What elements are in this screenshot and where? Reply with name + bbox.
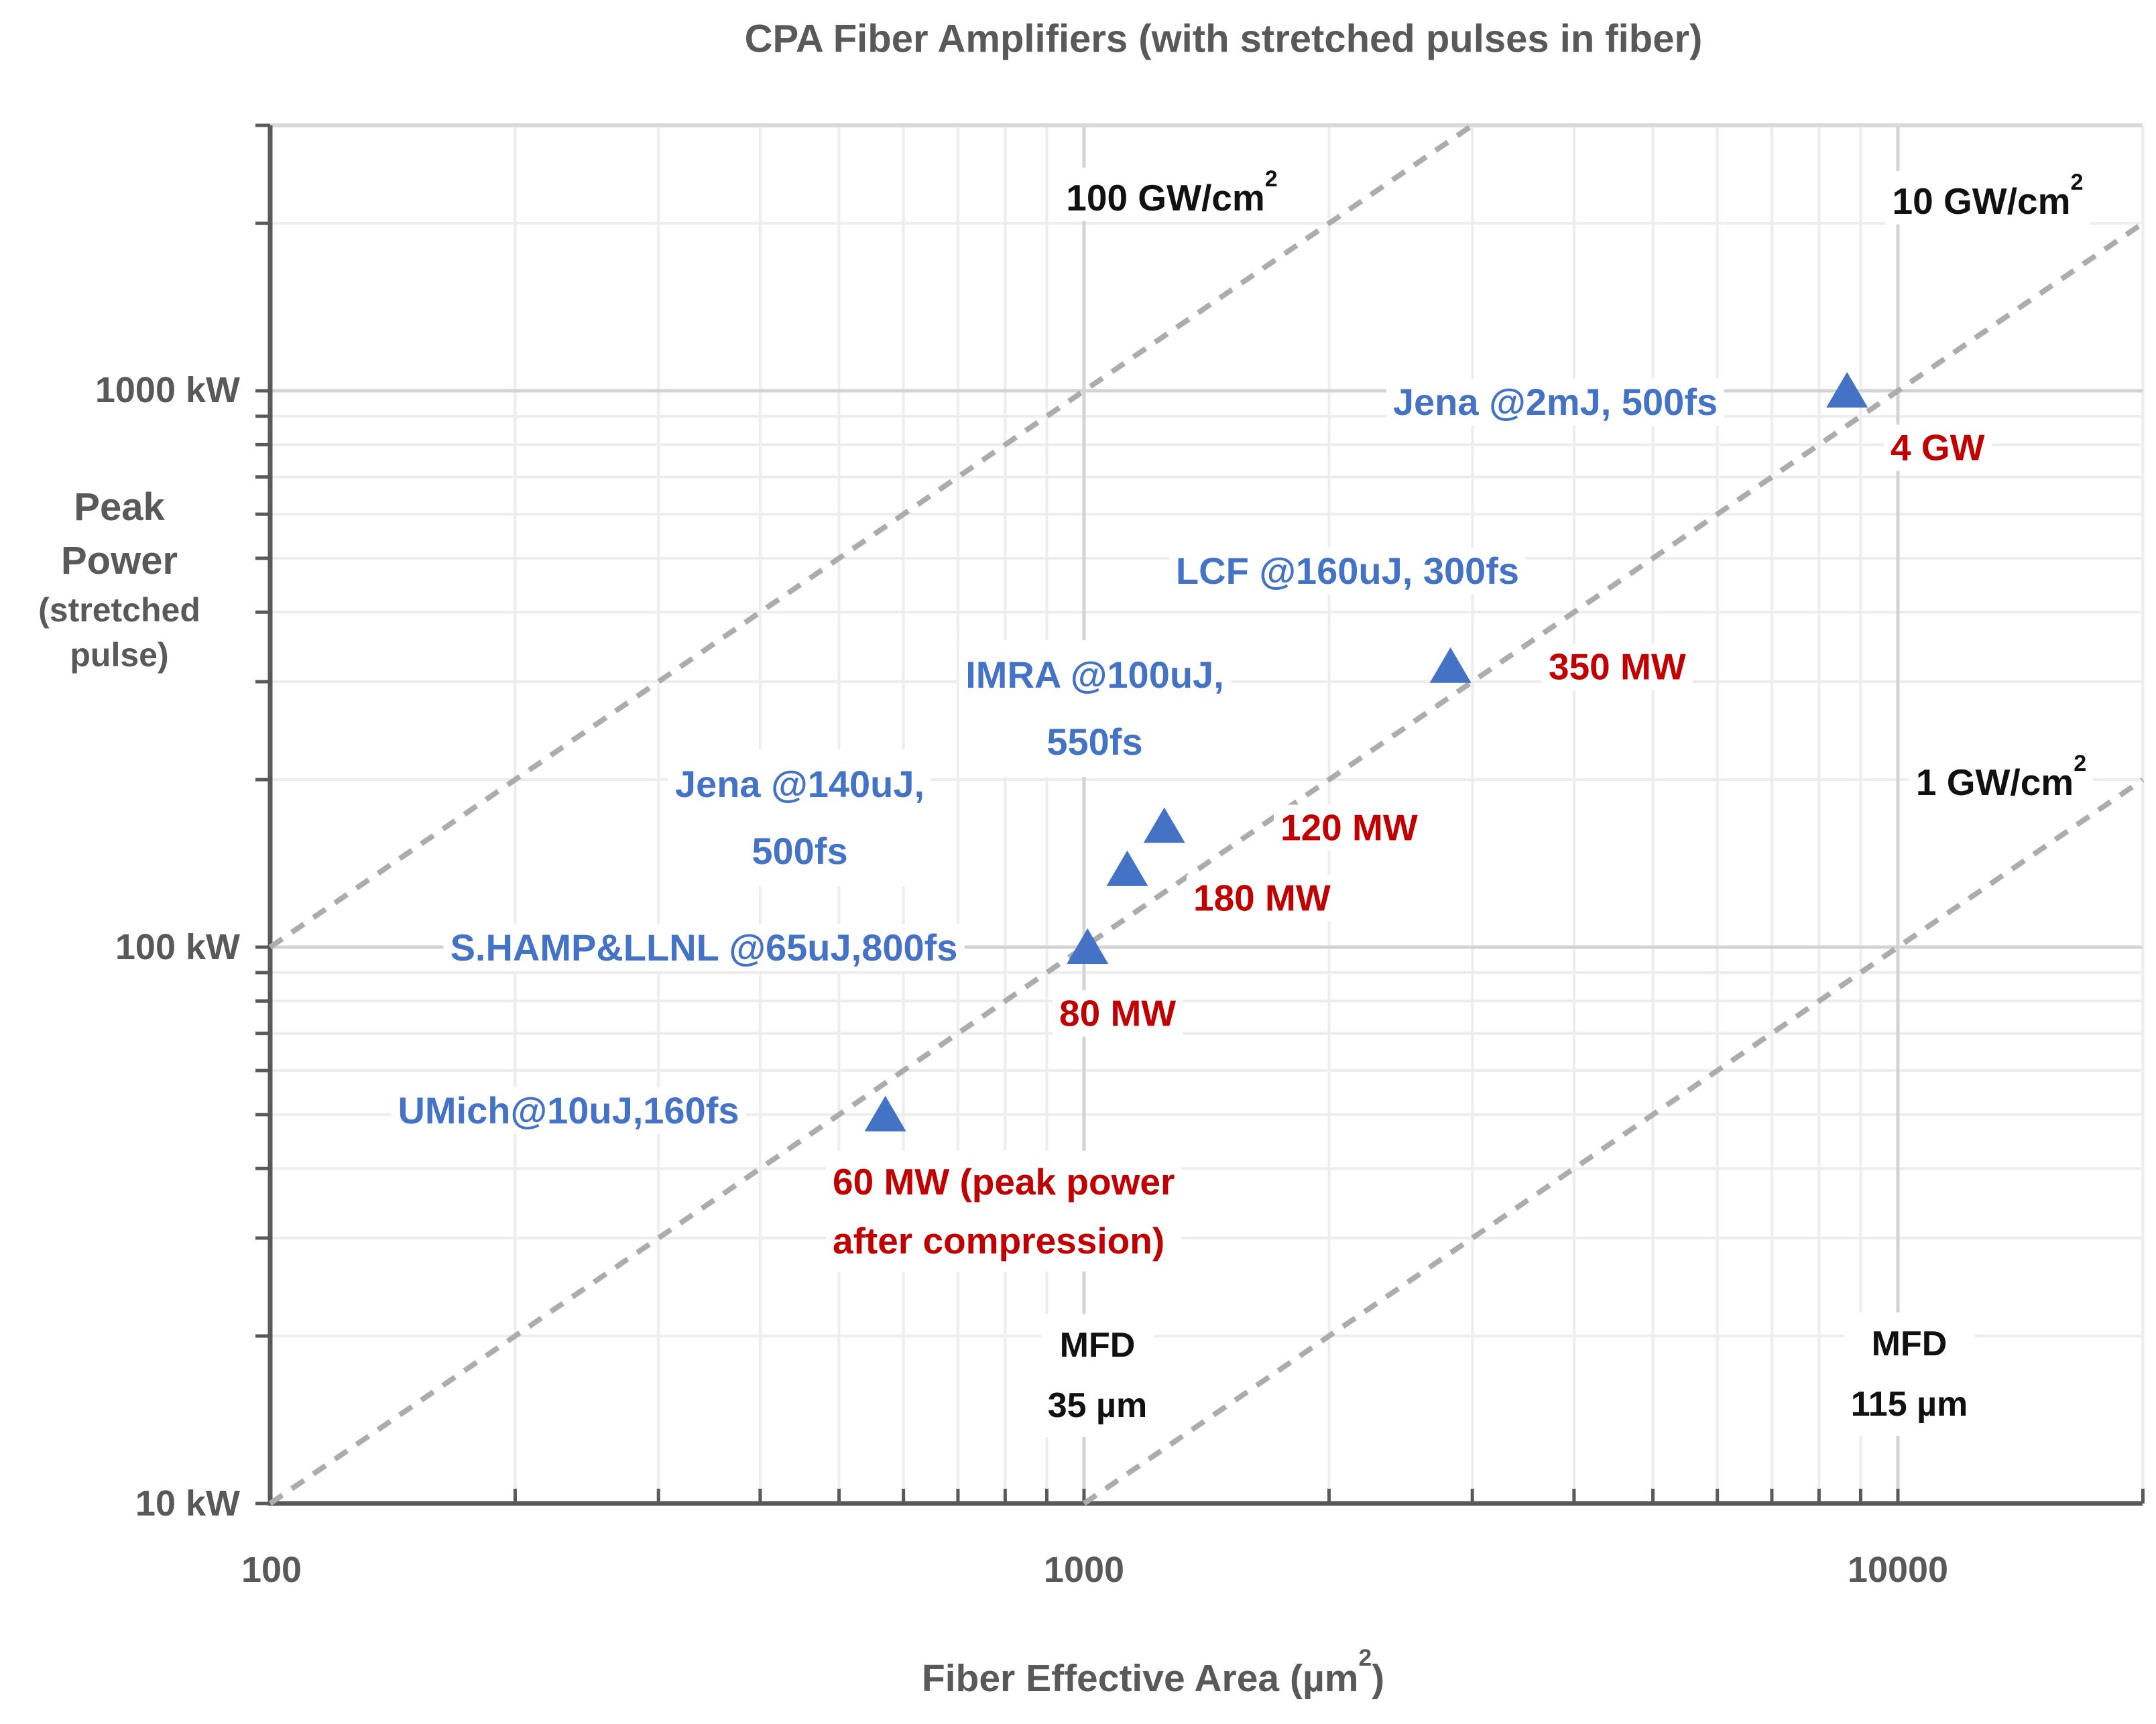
x-tick-100: 100 (241, 1550, 302, 1590)
shamp-point-label: S.HAMP&LLNL @65uJ,800fs (443, 924, 965, 971)
data-point-jena-2mj (1826, 372, 1868, 408)
mfd-35um-label: MFD 35 µm (1040, 1314, 1154, 1437)
power-120mw-label: 120 MW (1274, 804, 1425, 851)
intensity-line-100gw (268, 123, 1474, 950)
intensity-100gw-label: 100 GW/cm2 (1059, 166, 1284, 222)
x-axis-title: Fiber Effective Area (µm2) (921, 1645, 1385, 1700)
y-tick-1000kw: 1000 kW (95, 370, 240, 410)
power-80mw-label: 80 MW (1053, 990, 1183, 1037)
y-axis-title-sub: (stretched pulse) (38, 591, 200, 674)
data-point-s-hamp-llnl (1067, 928, 1109, 964)
data-point-umich (864, 1095, 906, 1131)
jena2mj-point-label: Jena @2mJ, 500fs (1386, 379, 1725, 426)
lcf-point-label: LCF @160uJ, 300fs (1169, 548, 1526, 595)
data-point-jena-140uj (1106, 850, 1148, 886)
y-tick-10kw: 10 kW (135, 1483, 240, 1524)
imra-point-label: IMRA @100uJ, 550fs (959, 640, 1231, 777)
power-60mw-label: 60 MW (peak power after compression) (826, 1151, 1182, 1272)
power-4gw-label: 4 GW (1884, 424, 1992, 471)
data-point-lcf (1429, 647, 1472, 683)
jena140-point-label: Jena @140uJ, 500fs (668, 749, 932, 886)
y-tick-100kw: 100 kW (115, 927, 240, 967)
intensity-10gw-label: 10 GW/cm2 (1885, 170, 2090, 225)
power-180mw-label: 180 MW (1187, 875, 1337, 922)
x-tick-10000: 10000 (1847, 1550, 1949, 1590)
data-point-imra (1143, 807, 1185, 843)
mfd-115um-label: MFD 115 µm (1844, 1312, 1975, 1436)
y-axis-title-main: Peak Power (60, 485, 178, 582)
power-350mw-label: 350 MW (1542, 643, 1693, 690)
chart-title: CPA Fiber Amplifiers (with stretched pul… (744, 17, 1703, 61)
umich-point-label: UMich@10uJ,160fs (391, 1087, 746, 1134)
x-tick-1000: 1000 (1043, 1550, 1125, 1590)
intensity-line-10gw (268, 221, 2145, 1506)
intensity-line-1gw (1082, 777, 2145, 1506)
intensity-1gw-label: 1 GW/cm2 (1909, 751, 2094, 806)
